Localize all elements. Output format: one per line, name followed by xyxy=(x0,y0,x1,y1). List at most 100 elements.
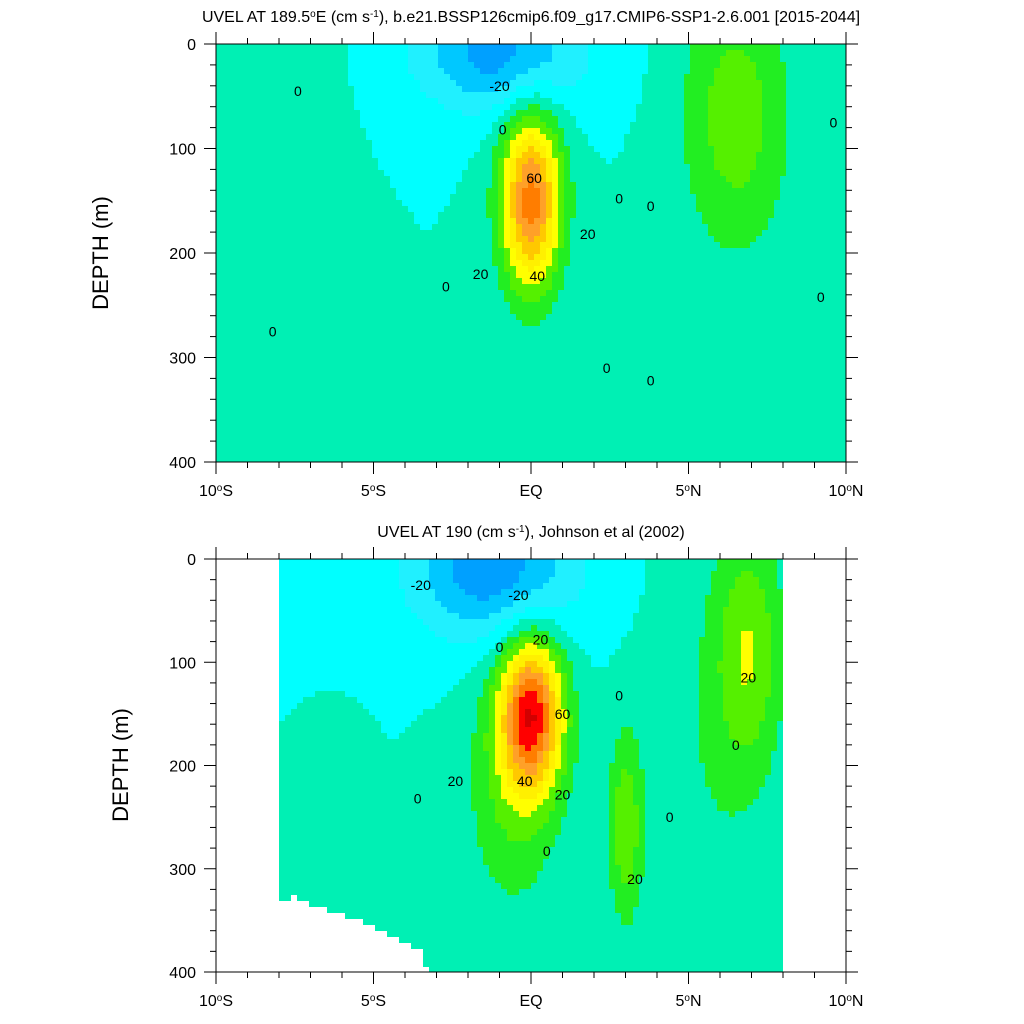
contour-cell xyxy=(468,218,474,224)
contour-cell xyxy=(336,86,342,92)
contour-cell xyxy=(270,392,276,398)
contour-cell xyxy=(258,296,264,302)
contour-cell xyxy=(438,56,444,62)
contour-cell xyxy=(552,302,558,308)
contour-cell xyxy=(456,434,462,440)
contour-cell xyxy=(462,380,468,386)
contour-cell xyxy=(276,128,282,134)
contour-cell xyxy=(390,86,396,92)
contour-cell xyxy=(546,194,552,200)
contour-cell xyxy=(576,248,582,254)
contour-cell xyxy=(330,56,336,62)
contour-cell xyxy=(216,326,222,332)
contour-cell xyxy=(318,56,324,62)
contour-cell xyxy=(558,104,564,110)
contour-cell xyxy=(318,308,324,314)
contour-cell xyxy=(426,344,432,350)
contour-cell xyxy=(582,404,588,410)
contour-cell xyxy=(642,50,648,56)
contour-cell xyxy=(294,230,300,236)
contour-cell xyxy=(546,254,552,260)
contour-cell xyxy=(462,326,468,332)
contour-cell xyxy=(402,326,408,332)
contour-cell xyxy=(498,272,504,278)
contour-cell xyxy=(360,374,366,380)
contour-cell xyxy=(348,140,354,146)
contour-cell xyxy=(612,380,618,386)
contour-cell xyxy=(474,158,480,164)
contour-cell xyxy=(324,50,330,56)
contour-cell xyxy=(636,230,642,236)
contour-cell xyxy=(372,344,378,350)
contour-cell xyxy=(642,158,648,164)
contour-cell xyxy=(426,302,432,308)
contour-cell xyxy=(222,164,228,170)
contour-cell xyxy=(480,290,486,296)
contour-cell xyxy=(414,170,420,176)
contour-cell xyxy=(600,74,606,80)
contour-cell xyxy=(540,434,546,440)
contour-cell xyxy=(252,110,258,116)
contour-cell xyxy=(456,50,462,56)
contour-cell xyxy=(450,164,456,170)
contour-cell xyxy=(306,158,312,164)
contour-cell xyxy=(504,146,510,152)
contour-cell xyxy=(624,152,630,158)
contour-cell xyxy=(312,68,318,74)
contour-cell xyxy=(390,416,396,422)
contour-cell xyxy=(264,206,270,212)
contour-cell xyxy=(330,446,336,452)
contour-cell xyxy=(390,44,396,50)
contour-cell xyxy=(324,242,330,248)
contour-cell xyxy=(270,422,276,428)
contour-cell xyxy=(468,212,474,218)
contour-cell xyxy=(294,314,300,320)
contour-cell xyxy=(588,236,594,242)
contour-cell xyxy=(348,326,354,332)
contour-cell xyxy=(534,326,540,332)
contour-cell xyxy=(582,128,588,134)
contour-cell xyxy=(282,62,288,68)
contour-cell xyxy=(528,140,534,146)
contour-cell xyxy=(540,212,546,218)
contour-cell xyxy=(234,446,240,452)
contour-cell xyxy=(234,176,240,182)
contour-cell xyxy=(444,410,450,416)
contour-cell xyxy=(378,230,384,236)
contour-cell xyxy=(408,380,414,386)
contour-cell xyxy=(480,278,486,284)
contour-cell xyxy=(606,296,612,302)
contour-cell xyxy=(486,440,492,446)
contour-cell xyxy=(354,164,360,170)
contour-cell xyxy=(270,212,276,218)
contour-cell xyxy=(426,134,432,140)
contour-cell xyxy=(276,404,282,410)
contour-cell xyxy=(516,170,522,176)
contour-cell xyxy=(276,176,282,182)
contour-cell xyxy=(474,92,480,98)
contour-cell xyxy=(294,386,300,392)
contour-cell xyxy=(480,128,486,134)
contour-cell xyxy=(342,410,348,416)
contour-cell xyxy=(396,416,402,422)
contour-cell xyxy=(306,86,312,92)
contour-cell xyxy=(360,146,366,152)
contour-cell xyxy=(522,452,528,458)
contour-cell xyxy=(354,44,360,50)
contour-cell xyxy=(384,68,390,74)
contour-cell xyxy=(420,44,426,50)
contour-cell xyxy=(456,116,462,122)
contour-cell xyxy=(450,308,456,314)
contour-cell xyxy=(594,128,600,134)
contour-cell xyxy=(546,374,552,380)
contour-cell xyxy=(510,440,516,446)
contour-cell xyxy=(228,92,234,98)
contour-cell xyxy=(456,224,462,230)
contour-cell xyxy=(474,452,480,458)
contour-cell xyxy=(378,458,384,462)
contour-cell xyxy=(552,110,558,116)
contour-cell xyxy=(342,290,348,296)
contour-cell xyxy=(624,410,630,416)
contour-cell xyxy=(330,428,336,434)
contour-cell xyxy=(606,404,612,410)
